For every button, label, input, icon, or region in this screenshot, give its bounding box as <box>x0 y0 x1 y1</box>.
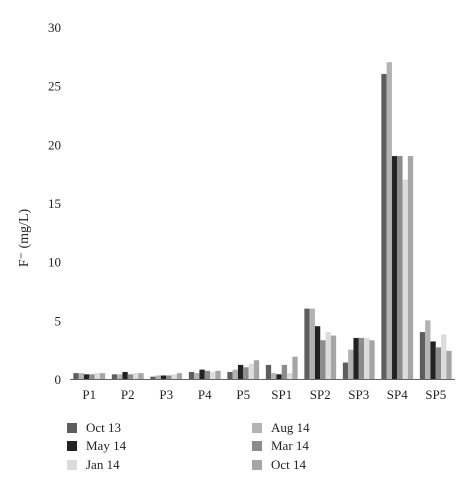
bar-p5-series-6 <box>253 360 260 379</box>
bar-sp5-series-5 <box>441 334 447 379</box>
legend-label: Aug 14 <box>271 420 310 435</box>
legend-label: Jan 14 <box>86 457 120 472</box>
bar-sp2-series-5 <box>325 332 331 379</box>
bar-p3-series-5 <box>171 374 177 379</box>
legend-swatch <box>67 460 77 470</box>
bar-p2-series-3 <box>122 371 128 379</box>
legend: Oct 13 Aug 14 May 14 Mar 14 Jan 14 Oct 14 <box>67 420 310 472</box>
legend-swatch <box>252 460 262 470</box>
legend-label: May 14 <box>86 438 127 453</box>
y-tick-label: 25 <box>48 79 61 94</box>
bar-sp4-series-5 <box>402 179 408 379</box>
legend-label: Oct 14 <box>271 457 307 472</box>
bar-sp5-series-6 <box>446 350 452 379</box>
x-tick-label: SP1 <box>271 387 292 402</box>
bar-sp5-series-4 <box>435 347 442 379</box>
bar-p2-series-2 <box>117 374 123 379</box>
bar-p5-series-1 <box>227 371 233 379</box>
bar-p1-series-1 <box>73 373 79 379</box>
y-tick-label: 5 <box>55 313 62 328</box>
bar-sp3-series-1 <box>342 362 349 379</box>
bar-p3-series-3 <box>160 375 167 379</box>
bar-sp3-series-3 <box>353 337 359 379</box>
bar-p3-series-4 <box>166 375 172 379</box>
bar-sp5-series-3 <box>430 341 436 379</box>
legend-swatch <box>252 423 262 433</box>
x-axis-ticks: P1 P2 P3 P4 P5 SP1 SP2 SP3 SP4 SP5 <box>82 387 446 402</box>
bar-p5-series-4 <box>243 367 249 379</box>
legend-swatch <box>252 441 262 451</box>
bar-sp2-series-2 <box>309 308 315 379</box>
x-tick-label: SP4 <box>387 387 408 402</box>
bar-p3-series-6 <box>176 373 183 379</box>
bar-p1-series-6 <box>99 373 106 379</box>
bar-p4-series-2 <box>194 373 200 379</box>
bar-sp4-series-3 <box>391 156 398 379</box>
legend-label: Mar 14 <box>271 438 309 453</box>
bar-sp4-series-4 <box>397 156 403 379</box>
bar-sp2-series-3 <box>314 326 321 379</box>
bar-p1-series-5 <box>94 373 100 379</box>
x-tick-label: P3 <box>159 387 173 402</box>
bar-p2-series-5 <box>133 373 139 379</box>
bar-p1-series-3 <box>83 374 90 379</box>
y-axis-label: F⁻ (mg/L) <box>17 209 32 268</box>
x-tick-label: P4 <box>198 387 212 402</box>
y-tick-label: 20 <box>48 137 61 152</box>
y-tick-label: 15 <box>48 196 61 211</box>
bar-p2-series-4 <box>127 374 134 379</box>
bar-p3-series-1 <box>150 376 156 379</box>
bar-p2-series-6 <box>138 373 144 379</box>
bar-p4-series-6 <box>215 370 221 379</box>
legend-label: Oct 13 <box>86 420 121 435</box>
y-axis-ticks: 0 5 10 15 20 25 30 <box>48 20 61 387</box>
x-tick-label: SP2 <box>310 387 331 402</box>
y-tick-label: 30 <box>48 20 61 35</box>
bar-sp5-series-2 <box>425 320 431 379</box>
legend-swatch <box>67 423 77 433</box>
bar-p4-series-1 <box>188 371 195 379</box>
bar-p1-series-4 <box>89 374 95 379</box>
bar-p3-series-2 <box>155 375 161 379</box>
bar-sp4-series-2 <box>386 62 392 379</box>
bar-sp2-series-1 <box>304 308 310 379</box>
bar-p2-series-1 <box>111 374 118 379</box>
bar-sp1-series-6 <box>292 356 298 379</box>
x-tick-label: P5 <box>236 387 250 402</box>
bar-p4-series-5 <box>210 371 216 379</box>
bar-p4-series-3 <box>199 369 205 379</box>
bar-sp3-series-4 <box>358 337 365 379</box>
bar-sp1-series-3 <box>276 374 282 379</box>
bar-sp2-series-6 <box>330 335 337 379</box>
legend-swatch <box>67 441 77 451</box>
x-tick-label: P1 <box>82 387 96 402</box>
x-tick-label: P2 <box>121 387 135 402</box>
bar-sp1-series-2 <box>271 373 277 379</box>
bar-sp1-series-4 <box>281 364 288 379</box>
bar-sp1-series-5 <box>287 373 293 379</box>
bar-p5-series-2 <box>232 369 238 379</box>
bar-sp2-series-4 <box>320 340 326 379</box>
bar-sp5-series-1 <box>419 332 426 379</box>
bar-p4-series-4 <box>204 370 211 379</box>
bar-p1-series-2 <box>78 373 84 379</box>
y-tick-label: 0 <box>55 372 62 387</box>
bar-sp3-series-6 <box>369 340 375 379</box>
y-tick-label: 10 <box>48 255 61 270</box>
bar-sp4-series-1 <box>381 73 387 380</box>
bar-sp3-series-5 <box>364 337 370 379</box>
bar-p5-series-5 <box>248 363 254 379</box>
bar-p5-series-3 <box>237 364 244 379</box>
bar-sp1-series-1 <box>265 364 272 379</box>
x-tick-label: SP3 <box>348 387 369 402</box>
bar-marks <box>73 62 452 380</box>
x-tick-label: SP5 <box>425 387 446 402</box>
bar-sp4-series-6 <box>407 156 414 379</box>
bar-sp3-series-2 <box>348 349 354 379</box>
